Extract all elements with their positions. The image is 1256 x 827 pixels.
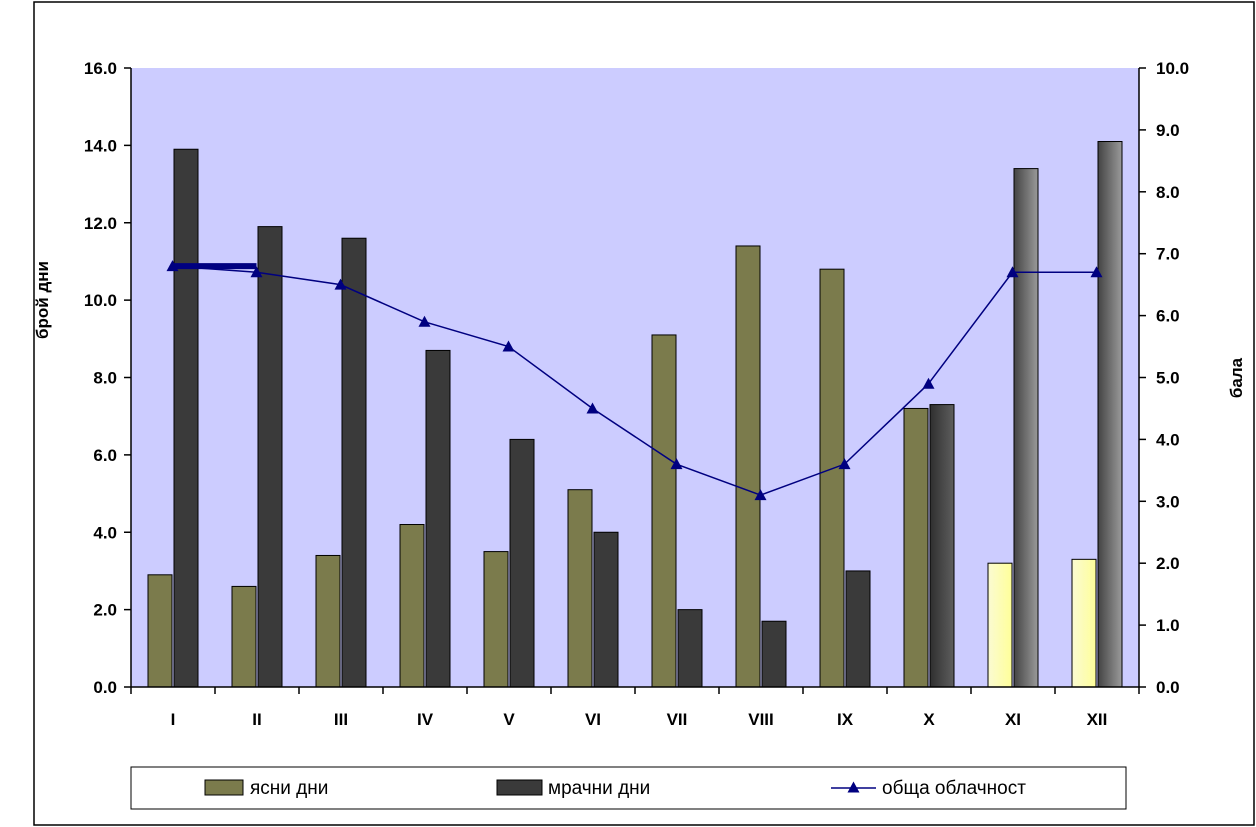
legend: ясни дни мрачни дни обща облачност xyxy=(130,766,1127,810)
legend-box xyxy=(130,766,1127,810)
y2-tick-label-7: 7.0 xyxy=(1156,245,1180,264)
cloudiness-line xyxy=(172,265,1097,496)
x-tick-label-I: I xyxy=(171,710,176,729)
x-tick-label-XI: XI xyxy=(1005,710,1021,729)
y2-tick-label-3: 3.0 xyxy=(1156,492,1180,511)
y-tick-label-4: 8.0 xyxy=(93,369,117,388)
legend-label-cloudiness: обща облачност xyxy=(882,778,1026,799)
bar-clear-X xyxy=(903,407,929,688)
bar-clear-II xyxy=(231,585,257,688)
cloudiness-marker-XI xyxy=(1006,266,1019,278)
y2-axis-title: бала xyxy=(1227,357,1246,398)
y2-tick-label-9: 9.0 xyxy=(1156,121,1180,140)
bar-clear-VI xyxy=(567,489,593,688)
y-tick-label-5: 10.0 xyxy=(84,291,117,310)
y-tick-label-2: 4.0 xyxy=(93,523,117,542)
bar-clear-III xyxy=(315,554,341,688)
bar-clear-VIII xyxy=(735,245,761,688)
bar-clear-VII xyxy=(651,334,677,688)
bar-overcast-IX xyxy=(845,570,871,688)
y2-tick-label-4: 4.0 xyxy=(1156,430,1180,449)
x-tick-label-VII: VII xyxy=(667,710,688,729)
x-tick-label-XII: XII xyxy=(1087,710,1108,729)
legend-label-clear: ясни дни xyxy=(250,778,328,799)
bar-layer xyxy=(147,141,1123,688)
bar-overcast-VI xyxy=(593,531,619,688)
y2-tick-label-6: 6.0 xyxy=(1156,307,1180,326)
y2-tick-label-2: 2.0 xyxy=(1156,554,1180,573)
cloudiness-marker-III xyxy=(334,278,347,290)
y2-tick-label-1: 1.0 xyxy=(1156,616,1180,635)
bar-clear-IV xyxy=(399,524,425,688)
cloudiness-marker-IV xyxy=(418,315,431,327)
bar-clear-XII xyxy=(1071,558,1097,688)
bar-overcast-I xyxy=(173,148,199,688)
cloudiness-marker-XII xyxy=(1090,266,1103,278)
plot-area xyxy=(131,68,1139,687)
cloudiness-marker-X xyxy=(922,377,935,389)
x-tick-label-IX: IX xyxy=(837,710,854,729)
cloudiness-marker-VI xyxy=(586,402,599,414)
y-tick-label-0: 0.0 xyxy=(93,678,117,697)
bar-overcast-XII xyxy=(1097,141,1123,688)
bar-overcast-II xyxy=(257,226,283,688)
y-tick-label-3: 6.0 xyxy=(93,446,117,465)
cloudiness-marker-IX xyxy=(838,458,851,470)
x-tick-label-VI: VI xyxy=(585,710,601,729)
bar-overcast-III xyxy=(341,237,367,688)
bar-overcast-IV xyxy=(425,349,451,688)
y-tick-label-1: 2.0 xyxy=(93,601,117,620)
x-tick-label-II: II xyxy=(252,710,261,729)
legend-label-overcast: мрачни дни xyxy=(548,778,650,799)
bar-clear-I xyxy=(147,574,173,688)
y2-tick-label-0: 0.0 xyxy=(1156,678,1180,697)
line-layer xyxy=(166,260,1103,501)
y-axis-title: брой дни xyxy=(33,261,52,339)
y-tick-label-8: 16.0 xyxy=(84,59,117,78)
bar-clear-IX xyxy=(819,268,845,688)
bar-overcast-VII xyxy=(677,609,703,688)
x-tick-label-X: X xyxy=(923,710,935,729)
y-tick-label-7: 14.0 xyxy=(84,136,117,155)
cloudiness-marker-II xyxy=(250,266,263,278)
cloudiness-marker-VIII xyxy=(754,489,767,501)
bar-clear-V xyxy=(483,551,509,688)
x-tick-label-IV: IV xyxy=(417,710,434,729)
bar-clear-XI xyxy=(987,562,1013,688)
cloudiness-marker-V xyxy=(502,340,515,352)
bar-overcast-VIII xyxy=(761,620,787,688)
legend-swatch-clear xyxy=(204,779,244,796)
x-tick-label-V: V xyxy=(503,710,515,729)
y-tick-label-6: 12.0 xyxy=(84,214,117,233)
x-tick-label-VIII: VIII xyxy=(748,710,774,729)
y2-tick-label-10: 10.0 xyxy=(1156,59,1189,78)
x-tick-label-III: III xyxy=(334,710,348,729)
legend-swatch-overcast xyxy=(496,779,543,796)
legend-marker-cloudiness xyxy=(847,781,860,793)
cloudiness-marker-VII xyxy=(670,458,683,470)
bar-overcast-X xyxy=(929,404,955,688)
bar-overcast-V xyxy=(509,438,535,688)
y2-tick-label-8: 8.0 xyxy=(1156,183,1180,202)
axes-layer: 0.0 2.0 4.0 6.0 8.0 10.0 12.0 14.0 16.0 0.0 1.0 2.0… xyxy=(84,59,1189,729)
y2-tick-label-5: 5.0 xyxy=(1156,369,1180,388)
cloudiness-marker-I xyxy=(166,260,179,272)
bar-overcast-XI xyxy=(1013,168,1039,688)
